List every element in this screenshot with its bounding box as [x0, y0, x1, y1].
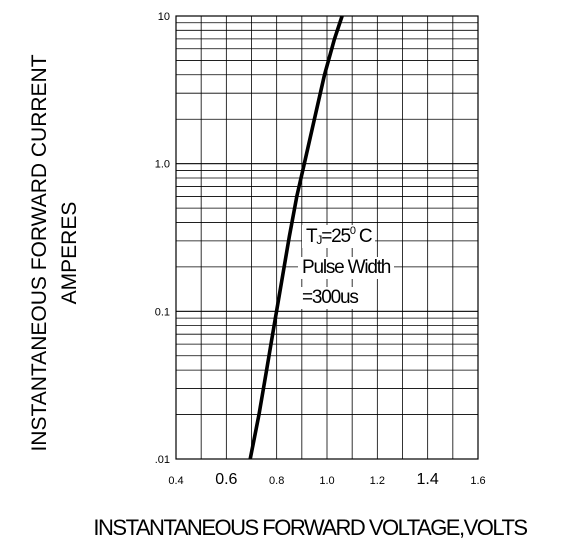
annotation-temp-value: =25: [321, 226, 351, 247]
data-series: [248, 15, 344, 460]
annotation-temperature: TJ=250 C: [302, 225, 376, 248]
plot-frame: [175, 15, 479, 460]
x-tick-label: 1.6: [470, 475, 485, 487]
y-tick-label: 1.0: [155, 159, 170, 171]
x-axis-label: INSTANTANEOUS FORWARD VOLTAGE,VOLTS: [93, 515, 528, 540]
x-tick-label: 0.4: [168, 475, 183, 487]
x-tick-label: 0.8: [269, 475, 284, 487]
tick-labels: 0.4 0.6 0.8 1.0 1.2 1.4 1.6 10 1.0 0.1 .01: [155, 11, 486, 488]
annotation-pulse-width: Pulse Width: [298, 257, 395, 279]
forward-characteristic-curve: [248, 15, 344, 460]
x-tick-label: 1.0: [319, 475, 334, 487]
annotation-t: T: [306, 226, 318, 247]
x-tick-label: 1.4: [417, 471, 439, 488]
y-tick-label: .01: [155, 454, 170, 466]
x-tick-label: 0.6: [215, 471, 237, 488]
y-axis-label-line1: INSTANTANEOUS FORWARD CURRENT: [28, 54, 51, 452]
x-tick-label: 1.2: [370, 475, 385, 487]
y-tick-label: 10: [158, 11, 170, 23]
y-tick-label: 0.1: [155, 306, 170, 318]
annotation-unit: C: [354, 226, 373, 247]
annotation-degree: 0: [349, 225, 356, 237]
annotation-subscript: J: [316, 233, 322, 247]
annotation-duration: =300us: [298, 287, 362, 309]
y-axis-label-line2: AMPERES: [58, 201, 81, 305]
